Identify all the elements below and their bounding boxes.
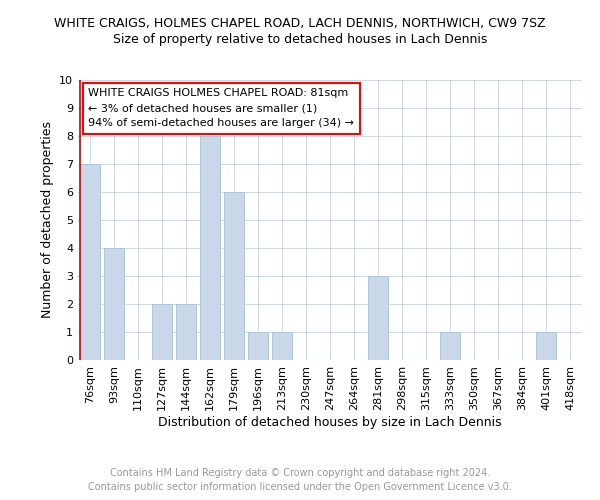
Bar xyxy=(104,248,124,360)
Bar xyxy=(200,136,220,360)
Bar xyxy=(152,304,172,360)
Text: Size of property relative to detached houses in Lach Dennis: Size of property relative to detached ho… xyxy=(113,32,487,46)
Bar xyxy=(80,164,100,360)
Text: WHITE CRAIGS, HOLMES CHAPEL ROAD, LACH DENNIS, NORTHWICH, CW9 7SZ: WHITE CRAIGS, HOLMES CHAPEL ROAD, LACH D… xyxy=(54,18,546,30)
Bar xyxy=(368,276,388,360)
Text: WHITE CRAIGS HOLMES CHAPEL ROAD: 81sqm
← 3% of detached houses are smaller (1)
9: WHITE CRAIGS HOLMES CHAPEL ROAD: 81sqm ←… xyxy=(88,88,354,128)
Bar xyxy=(536,332,556,360)
X-axis label: Distribution of detached houses by size in Lach Dennis: Distribution of detached houses by size … xyxy=(158,416,502,428)
Bar xyxy=(440,332,460,360)
Y-axis label: Number of detached properties: Number of detached properties xyxy=(41,122,53,318)
Bar xyxy=(224,192,244,360)
Bar xyxy=(272,332,292,360)
Text: Contains HM Land Registry data © Crown copyright and database right 2024.
Contai: Contains HM Land Registry data © Crown c… xyxy=(88,468,512,492)
Bar xyxy=(248,332,268,360)
Bar xyxy=(176,304,196,360)
